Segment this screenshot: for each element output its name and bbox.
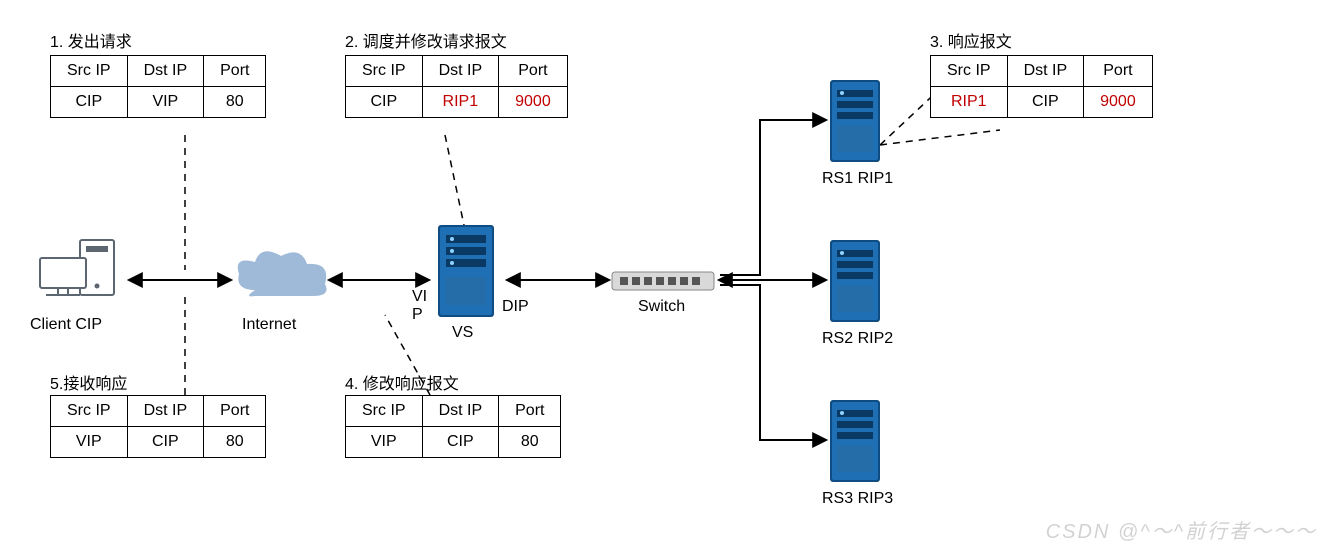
rs2-icon	[830, 240, 880, 322]
table-t3: Src IPDst IPPortRIP1CIP9000	[930, 55, 1153, 118]
label-switch: Switch	[638, 298, 685, 316]
caption-t2: 2. 调度并修改请求报文	[345, 28, 507, 52]
vs-icon	[438, 225, 494, 317]
table-t1: Src IPDst IPPortCIPVIP80	[50, 55, 266, 118]
rs1-icon	[830, 80, 880, 162]
label-vip: VI P	[412, 288, 427, 324]
caption-t3: 3. 响应报文	[930, 28, 1012, 52]
label-vs: VS	[452, 324, 473, 342]
label-rs3: RS3 RIP3	[822, 490, 893, 508]
label-internet: Internet	[242, 316, 296, 334]
caption-t4: 4. 修改响应报文	[345, 370, 459, 394]
table-t5: Src IPDst IPPortVIPCIP80	[50, 395, 266, 458]
label-client: Client CIP	[30, 316, 102, 334]
diagram-stage: { "tables": { "t1": {"caption":"1. 发出请求"…	[0, 0, 1327, 550]
rs3-icon	[830, 400, 880, 482]
client-icon	[40, 240, 114, 295]
label-rs1: RS1 RIP1	[822, 170, 893, 188]
caption-t5: 5.接收响应	[50, 370, 127, 394]
caption-t1: 1. 发出请求	[50, 28, 132, 52]
label-dip: DIP	[502, 298, 529, 316]
table-t2: Src IPDst IPPortCIPRIP19000	[345, 55, 568, 118]
table-t4: Src IPDst IPPortVIPCIP80	[345, 395, 561, 458]
label-rs2: RS2 RIP2	[822, 330, 893, 348]
switch-icon	[612, 272, 714, 290]
cloud-icon	[238, 251, 327, 296]
watermark: CSDN @^～^前行者～～～	[1046, 515, 1317, 544]
